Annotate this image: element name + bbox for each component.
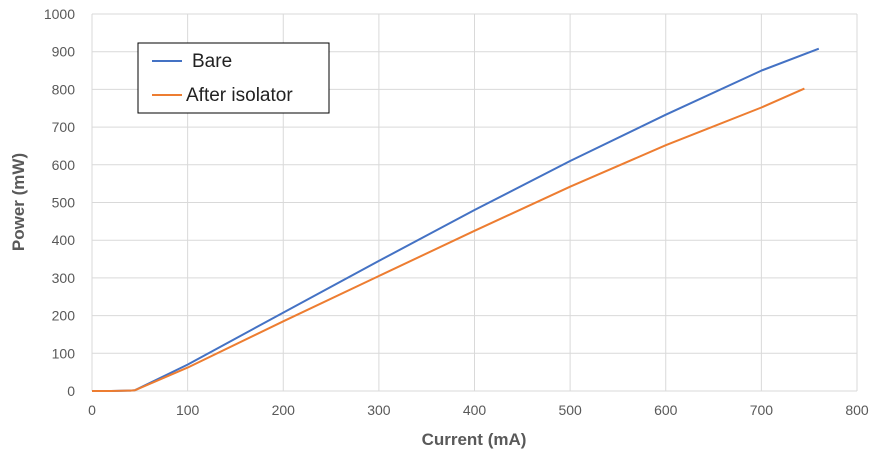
x-tick-label: 400: [463, 402, 487, 418]
x-axis-title: Current (mA): [422, 430, 527, 449]
y-tick-label: 900: [52, 44, 76, 60]
x-tick-label: 100: [176, 402, 200, 418]
y-tick-label: 1000: [44, 6, 75, 22]
x-tick-label: 200: [272, 402, 296, 418]
y-tick-label: 100: [52, 345, 76, 361]
y-tick-label: 200: [52, 308, 76, 324]
series-lines: [92, 47, 820, 392]
legend: Bare After isolator: [137, 42, 330, 114]
legend-box: [137, 42, 330, 114]
y-tick-label: 500: [52, 195, 76, 211]
series-line-after-isolator: [92, 87, 805, 392]
legend-label-after-isolator: After isolator: [186, 85, 293, 106]
y-tick-label: 300: [52, 270, 76, 286]
x-tick-label: 800: [845, 402, 869, 418]
tick-labels: 0 100 200 300 400 500 600 700 800 900 1000 0 100 200 3…: [44, 6, 869, 418]
y-axis-title: Power (mW): [9, 153, 28, 251]
x-tick-label: 300: [367, 402, 391, 418]
x-tick-label: 700: [750, 402, 774, 418]
legend-label-bare: Bare: [192, 51, 232, 72]
x-tick-label: 600: [654, 402, 678, 418]
x-tick-label: 500: [558, 402, 582, 418]
y-tick-label: 0: [67, 383, 75, 399]
y-tick-label: 600: [52, 157, 76, 173]
y-tick-label: 700: [52, 119, 76, 135]
y-tick-label: 800: [52, 81, 76, 97]
x-tick-label: 0: [88, 402, 96, 418]
y-tick-label: 400: [52, 232, 76, 248]
